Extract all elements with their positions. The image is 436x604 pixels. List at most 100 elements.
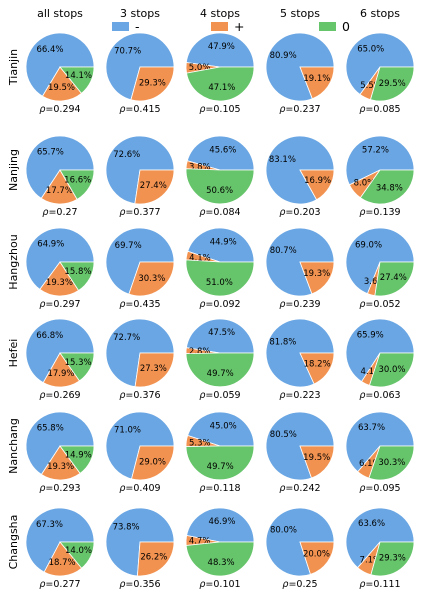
rho-value: ρ=0.277 [39,579,80,590]
legend-label: 0 [342,19,350,34]
pie-slice-label: 80.9% [270,51,297,61]
pie-slice-label: 49.7% [207,462,234,472]
rho-prefix: ρ= [279,390,293,401]
rho-number: 0.269 [53,390,80,401]
pie-slice-zero [368,445,415,481]
rho-value: ρ=0.203 [279,207,320,218]
pie-slice-zero [59,66,95,94]
pie-slice-zero [185,352,255,388]
rho-value: ρ=0.409 [119,483,160,494]
rho-number: 0.435 [133,299,160,310]
pie-slice-label: 17.7% [46,186,73,196]
pie-slice-label: 51.0% [206,278,233,288]
rho-prefix: ρ= [39,390,53,401]
rho-number: 0.293 [53,483,80,494]
rho-number: 0.25 [296,579,317,590]
rho-number: 0.118 [213,483,240,494]
pie-slice-plus [299,261,335,295]
rho-number: 0.063 [373,390,400,401]
rho-number: 0.139 [373,207,400,218]
pie-slice-minus [186,135,255,171]
rho-prefix: ρ= [119,104,133,115]
pie-slice-label: 80.0% [270,526,297,536]
rho-number: 0.095 [373,483,400,494]
pie-slice-minus [186,507,255,543]
rho-prefix: ρ= [359,104,373,115]
rho-prefix: ρ= [199,579,213,590]
rho-value: ρ=0.27 [42,207,77,218]
rho-prefix: ρ= [42,207,56,218]
pie-slice-minus [187,227,255,263]
pie-slice-label: 6.1% [359,459,381,469]
pie-slice-label: 45.0% [210,421,237,431]
rho-prefix: ρ= [119,207,133,218]
row-header: Hangzhou [7,234,20,289]
rho-number: 0.239 [293,299,320,310]
pie-slice-label: 4.1% [360,367,382,377]
rho-value: ρ=0.293 [39,483,80,494]
pie-slice-zero [185,168,255,205]
pie-slice-label: 3.6% [364,277,386,287]
pie-slice-label: 5.5% [360,81,382,91]
pie-slice-label: 63.6% [358,519,385,529]
pie-slice-zero [59,352,95,382]
pie-slice-label: 18.2% [304,360,331,370]
rho-prefix: ρ= [119,299,133,310]
rho-number: 0.111 [373,579,400,590]
row-header: Nanjing [7,149,20,191]
rho-prefix: ρ= [279,207,293,218]
pie-slice-label: 3.8% [189,162,211,172]
rho-prefix: ρ= [359,299,373,310]
pie-slice-label: 27.4% [380,273,407,283]
rho-prefix: ρ= [359,483,373,494]
rho-prefix: ρ= [199,483,213,494]
pie-slice-label: 81.8% [269,337,296,347]
row-header: Nanchang [7,418,20,474]
pie-slice-label: 66.4% [36,45,63,55]
pie-slice-label: 70.7% [114,46,141,56]
pie-slice-label: 26.2% [140,552,167,562]
pie-slice-label: 4.1% [189,254,211,264]
pie-slice-label: 29.5% [379,79,406,89]
rho-prefix: ρ= [39,299,53,310]
rho-number: 0.092 [213,299,240,310]
rho-value: ρ=0.25 [282,579,317,590]
pie-slice-label: 83.1% [269,155,296,165]
pie-slice-label: 30.3% [378,458,405,468]
pie-slice-zero [185,259,255,297]
rho-value: ρ=0.294 [39,104,80,115]
legend-label: - [135,19,140,34]
pie-slice-minus [25,411,95,476]
rho-number: 0.223 [293,390,320,401]
legend-label: + [234,19,244,34]
rho-number: 0.294 [53,104,80,115]
rho-number: 0.277 [53,579,80,590]
pie-slice-minus [185,32,255,68]
pie-slice-label: 65.7% [37,148,64,158]
rho-prefix: ρ= [119,390,133,401]
pie-slice-minus [105,32,175,101]
rho-value: ρ=0.052 [359,299,400,310]
pie-slice-label: 69.0% [355,241,382,251]
pie-slice-label: 46.9% [208,517,235,527]
pie-slice-zero [59,541,95,569]
pie-slice-label: 73.8% [113,523,140,533]
rho-prefix: ρ= [39,579,53,590]
rho-number: 0.084 [213,207,240,218]
pie-slice-zero [374,261,415,297]
pie-slice-minus [25,135,95,199]
pie-slice-label: 69.7% [115,241,142,251]
rho-value: ρ=0.059 [199,390,240,401]
pie-slice-label: 19.5% [48,83,75,93]
pie-slice-label: 5.0% [189,63,211,73]
pie-slice-label: 72.7% [113,333,140,343]
pie-slice-minus [105,227,175,295]
rho-number: 0.101 [213,579,240,590]
column-header: all stops [37,7,83,20]
pie-slice-zero [186,66,255,102]
rho-number: 0.356 [133,579,160,590]
rho-number: 0.105 [213,104,240,115]
pie-slice-minus [345,227,415,295]
pie-slice-label: 48.3% [208,558,235,568]
pie-slice-minus [345,507,415,569]
